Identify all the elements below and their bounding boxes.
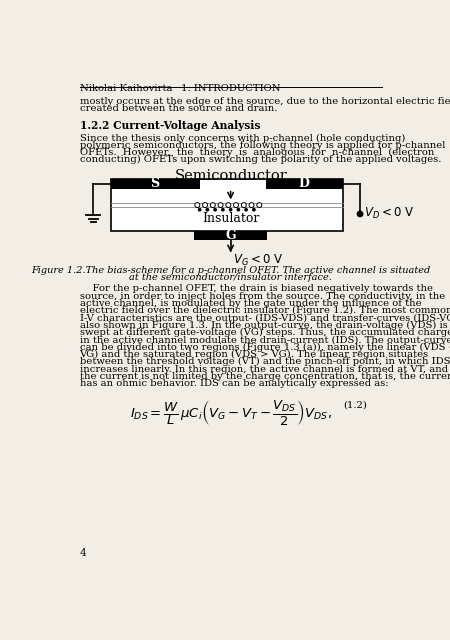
Text: For the p-channel OFET, the drain is biased negatively towards the: For the p-channel OFET, the drain is bia… <box>80 284 432 293</box>
Bar <box>111 179 200 189</box>
Circle shape <box>257 203 262 207</box>
Text: Semiconductor: Semiconductor <box>174 168 287 182</box>
Circle shape <box>198 209 201 211</box>
Bar <box>266 179 343 189</box>
Text: 1.2.2 Current-Voltage Analysis: 1.2.2 Current-Voltage Analysis <box>80 120 260 131</box>
Text: electric field over the dielectric insulator (Figure 1.2). The most common: electric field over the dielectric insul… <box>80 306 450 316</box>
Text: polymeric semiconductors, the following theory is applied for p-channel: polymeric semiconductors, the following … <box>80 141 445 150</box>
Text: created between the source and drain.: created between the source and drain. <box>80 104 277 113</box>
Text: active channel, is modulated by the gate under the influence of the: active channel, is modulated by the gate… <box>80 299 421 308</box>
Circle shape <box>214 209 216 211</box>
Circle shape <box>210 203 215 207</box>
Circle shape <box>237 209 239 211</box>
Text: OFETs.  However,  the  theory  is  analogous  for  n-channel  (electron: OFETs. However, the theory is analogous … <box>80 148 434 157</box>
Text: VG) and the saturated region (VDS > VG). The linear region situates: VG) and the saturated region (VDS > VG).… <box>80 350 428 359</box>
Text: conducting) OFETs upon switching the polarity of the applied voltages.: conducting) OFETs upon switching the pol… <box>80 156 441 164</box>
Circle shape <box>249 203 254 207</box>
Circle shape <box>195 203 200 207</box>
Bar <box>111 179 343 231</box>
Text: Nikolai Kaihovirta: Nikolai Kaihovirta <box>80 84 172 93</box>
Text: Figure 1.2.The bias-scheme for a p-channel OFET. The active channel is situated: Figure 1.2.The bias-scheme for a p-chann… <box>31 266 430 275</box>
Text: S: S <box>150 177 160 191</box>
Text: also shown in Figure 1.3. In the output-curve, the drain-voltage (VDS) is: also shown in Figure 1.3. In the output-… <box>80 321 447 330</box>
Text: in the active channel modulate the drain-current (IDS). The output-curve: in the active channel modulate the drain… <box>80 335 450 344</box>
Circle shape <box>234 203 239 207</box>
Text: swept at different gate-voltage (VG) steps. Thus, the accumulated charges: swept at different gate-voltage (VG) ste… <box>80 328 450 337</box>
Circle shape <box>218 203 223 207</box>
Text: (1.2): (1.2) <box>343 401 367 410</box>
Text: can be divided into two regions (Figure 1.3 (a)), namely the linear (VDS <<: can be divided into two regions (Figure … <box>80 343 450 352</box>
Text: has an ohmic behavior. IDS can be analytically expressed as:: has an ohmic behavior. IDS can be analyt… <box>80 380 388 388</box>
Circle shape <box>202 203 207 207</box>
Text: mostly occurs at the edge of the source, due to the horizontal electric field: mostly occurs at the edge of the source,… <box>80 97 450 106</box>
Circle shape <box>230 209 232 211</box>
Text: G: G <box>225 229 236 242</box>
Text: source, in order to inject holes from the source. The conductivity, in the: source, in order to inject holes from th… <box>80 292 445 301</box>
Circle shape <box>245 209 248 211</box>
Circle shape <box>253 209 255 211</box>
Text: the current is not limited by the charge concentration, that is, the current: the current is not limited by the charge… <box>80 372 450 381</box>
Text: Insulator: Insulator <box>202 212 259 225</box>
Text: 4: 4 <box>80 548 86 558</box>
Bar <box>194 231 267 240</box>
Text: Since the thesis only concerns with p-channel (hole conducting): Since the thesis only concerns with p-ch… <box>80 133 405 143</box>
Circle shape <box>241 203 246 207</box>
Text: at the semiconductor/insulator interface.: at the semiconductor/insulator interface… <box>129 273 332 282</box>
Text: D: D <box>299 177 310 191</box>
Circle shape <box>206 209 208 211</box>
Text: between the threshold voltage (VT) and the pinch-off point, in which IDS: between the threshold voltage (VT) and t… <box>80 357 450 367</box>
Circle shape <box>226 203 231 207</box>
Text: $I_{DS} = \dfrac{W}{L}\,\mu C_i \left(V_G - V_T - \dfrac{V_{DS}}{2}\right)V_{DS}: $I_{DS} = \dfrac{W}{L}\,\mu C_i \left(V_… <box>130 397 332 427</box>
Text: 1. INTRODUCTION: 1. INTRODUCTION <box>181 84 280 93</box>
Circle shape <box>357 211 363 216</box>
Text: $V_G < 0\ \mathrm{V}$: $V_G < 0\ \mathrm{V}$ <box>233 253 284 268</box>
Text: $V_D < 0\ \mathrm{V}$: $V_D < 0\ \mathrm{V}$ <box>364 206 414 221</box>
Text: increases linearly. In this region, the active channel is formed at VT, and: increases linearly. In this region, the … <box>80 365 448 374</box>
Circle shape <box>222 209 224 211</box>
Text: I-V characteristics are the output- (IDS-VDS) and transfer-curves (IDS-VG),: I-V characteristics are the output- (IDS… <box>80 314 450 323</box>
